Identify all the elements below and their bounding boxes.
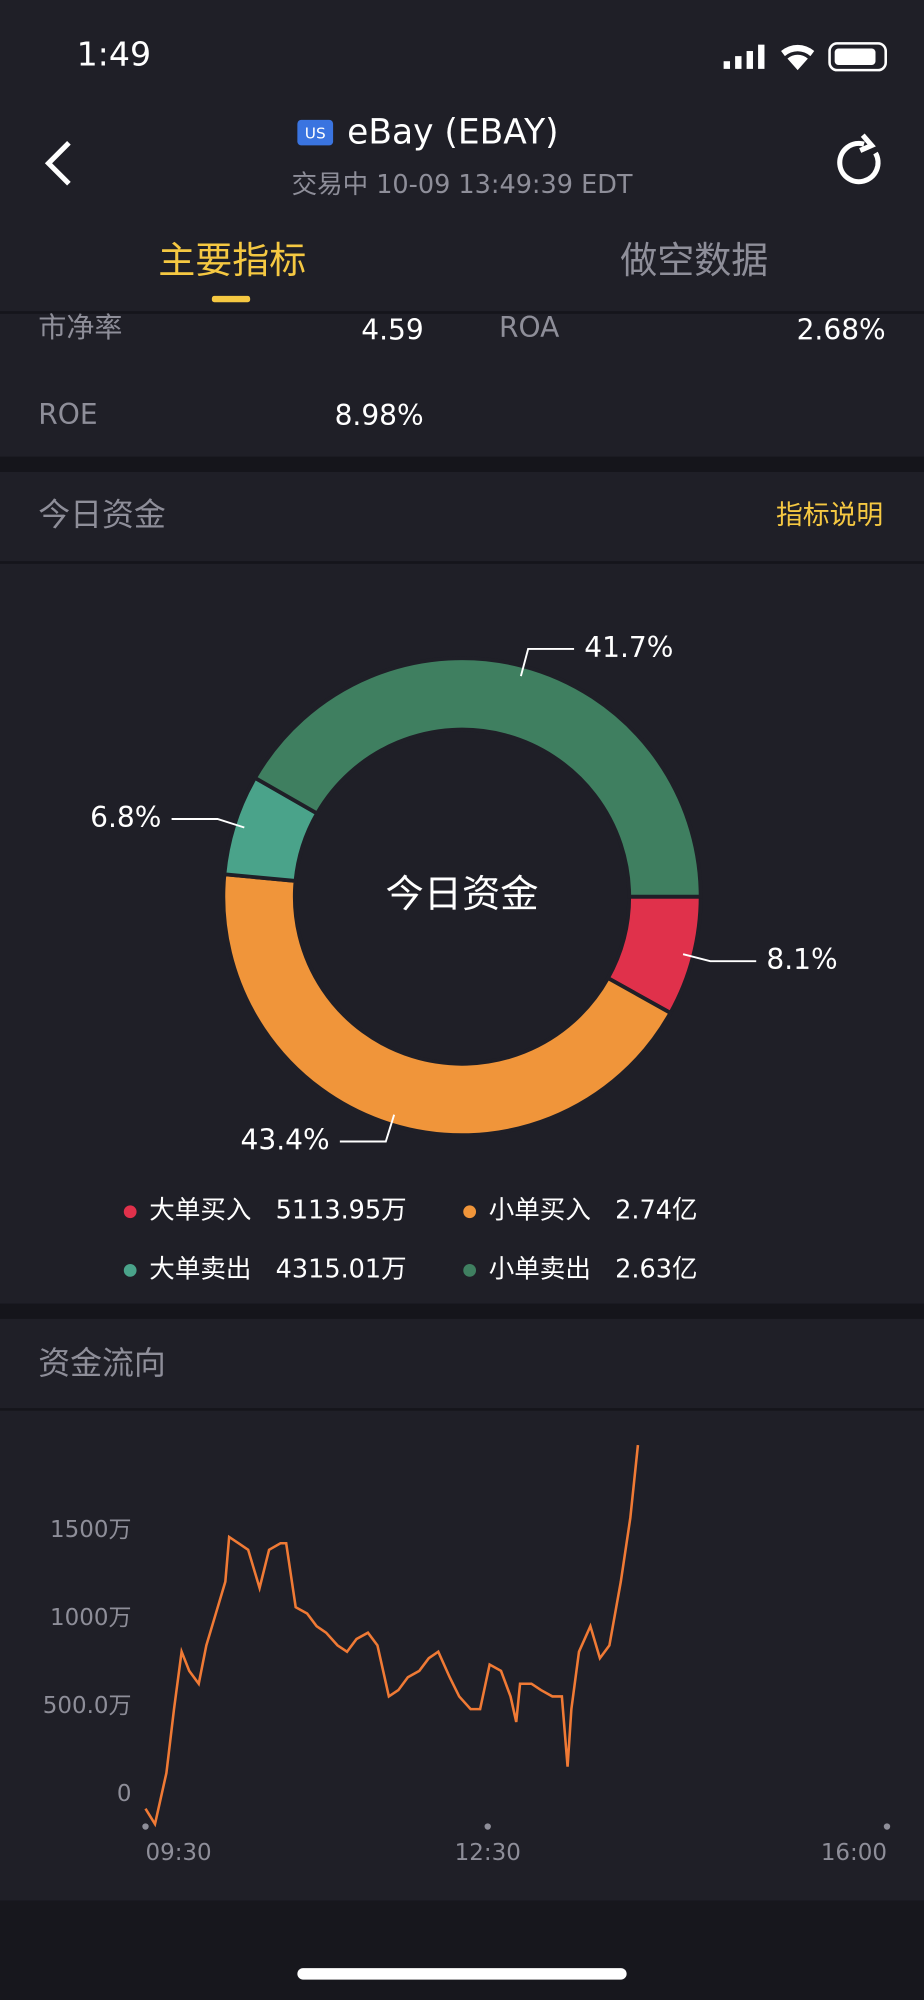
section-gap: [0, 1303, 924, 1319]
home-indicator: [297, 1968, 627, 1980]
status-time: 1:49: [77, 35, 151, 74]
legend-name: 大单买入: [149, 1196, 251, 1226]
y-tick-label: 1500万: [50, 1517, 131, 1543]
section-title: 资金流向: [38, 1344, 166, 1382]
info-link[interactable]: 指标说明: [776, 500, 883, 531]
stock-title: eBay (EBAY): [347, 112, 558, 152]
data-label: 43.4%: [241, 1123, 330, 1156]
line-chart: 0 500.0万 1000万 1500万 09:30 12:30 16:00: [43, 1444, 891, 1866]
tab[interactable]: 主要指标: [158, 239, 306, 282]
donut-segment: [221, 872, 674, 1138]
x-tick-mark: [883, 1823, 891, 1830]
divider: [0, 561, 924, 564]
leader-line: [519, 648, 575, 677]
metric-label: 市净率: [38, 311, 122, 344]
metric-value: 2.68%: [797, 314, 886, 347]
data-label: 8.1%: [766, 943, 837, 976]
legend-name: 小单卖出: [489, 1254, 591, 1284]
x-tick-mark: [484, 1823, 491, 1830]
back-button[interactable]: [44, 141, 71, 186]
y-tick-label: 1000万: [50, 1605, 131, 1631]
refresh-button[interactable]: [837, 133, 881, 185]
flow-line: [144, 1444, 640, 1828]
leader-line: [682, 953, 757, 963]
legend-name: 小单买入: [489, 1196, 591, 1226]
tab-indicator: [211, 295, 251, 303]
y-tick-label: 0: [117, 1781, 132, 1807]
donut-segment: [252, 656, 703, 899]
metric-value: 8.98%: [335, 399, 424, 432]
section-gap: [0, 456, 924, 472]
metric-label: ROA: [499, 311, 559, 344]
section-title: 今日资金: [38, 496, 166, 534]
metric-label: ROE: [38, 398, 97, 431]
bottom-bar: [0, 1900, 924, 2000]
leader-line: [339, 1114, 396, 1143]
badge: [297, 119, 334, 146]
x-tick-mark: [142, 1823, 149, 1830]
x-tick-label: 12:30: [455, 1840, 521, 1866]
stock-subtitle: 交易中 10-09 13:49:39 EDT: [292, 170, 633, 200]
data-label: 41.7%: [584, 631, 673, 664]
legend-amount: 2.74亿: [615, 1196, 697, 1226]
legend-name: 大单卖出: [149, 1254, 251, 1284]
legend-dot: [123, 1264, 137, 1277]
x-tick-label: 16:00: [821, 1840, 887, 1866]
legend-amount: 2.63亿: [615, 1254, 697, 1284]
data-label: 6.8%: [90, 801, 161, 834]
x-tick-label: 09:30: [145, 1840, 211, 1866]
legend-dot: [463, 1205, 477, 1219]
leader-line: [171, 818, 245, 829]
y-tick-label: 500.0万: [43, 1693, 132, 1719]
divider: [0, 1408, 924, 1411]
center-label: 今日资金: [385, 872, 538, 917]
legend-dot: [463, 1264, 477, 1277]
legend-dot: [123, 1205, 137, 1219]
legend-amount: 4315.01万: [276, 1254, 407, 1284]
status-icons: [723, 42, 887, 72]
divider: [0, 311, 924, 314]
legend-amount: 5113.95万: [276, 1196, 407, 1226]
tab[interactable]: 做空数据: [620, 239, 768, 282]
badge-text: US: [305, 124, 326, 142]
metric-value: 4.59: [361, 314, 423, 347]
